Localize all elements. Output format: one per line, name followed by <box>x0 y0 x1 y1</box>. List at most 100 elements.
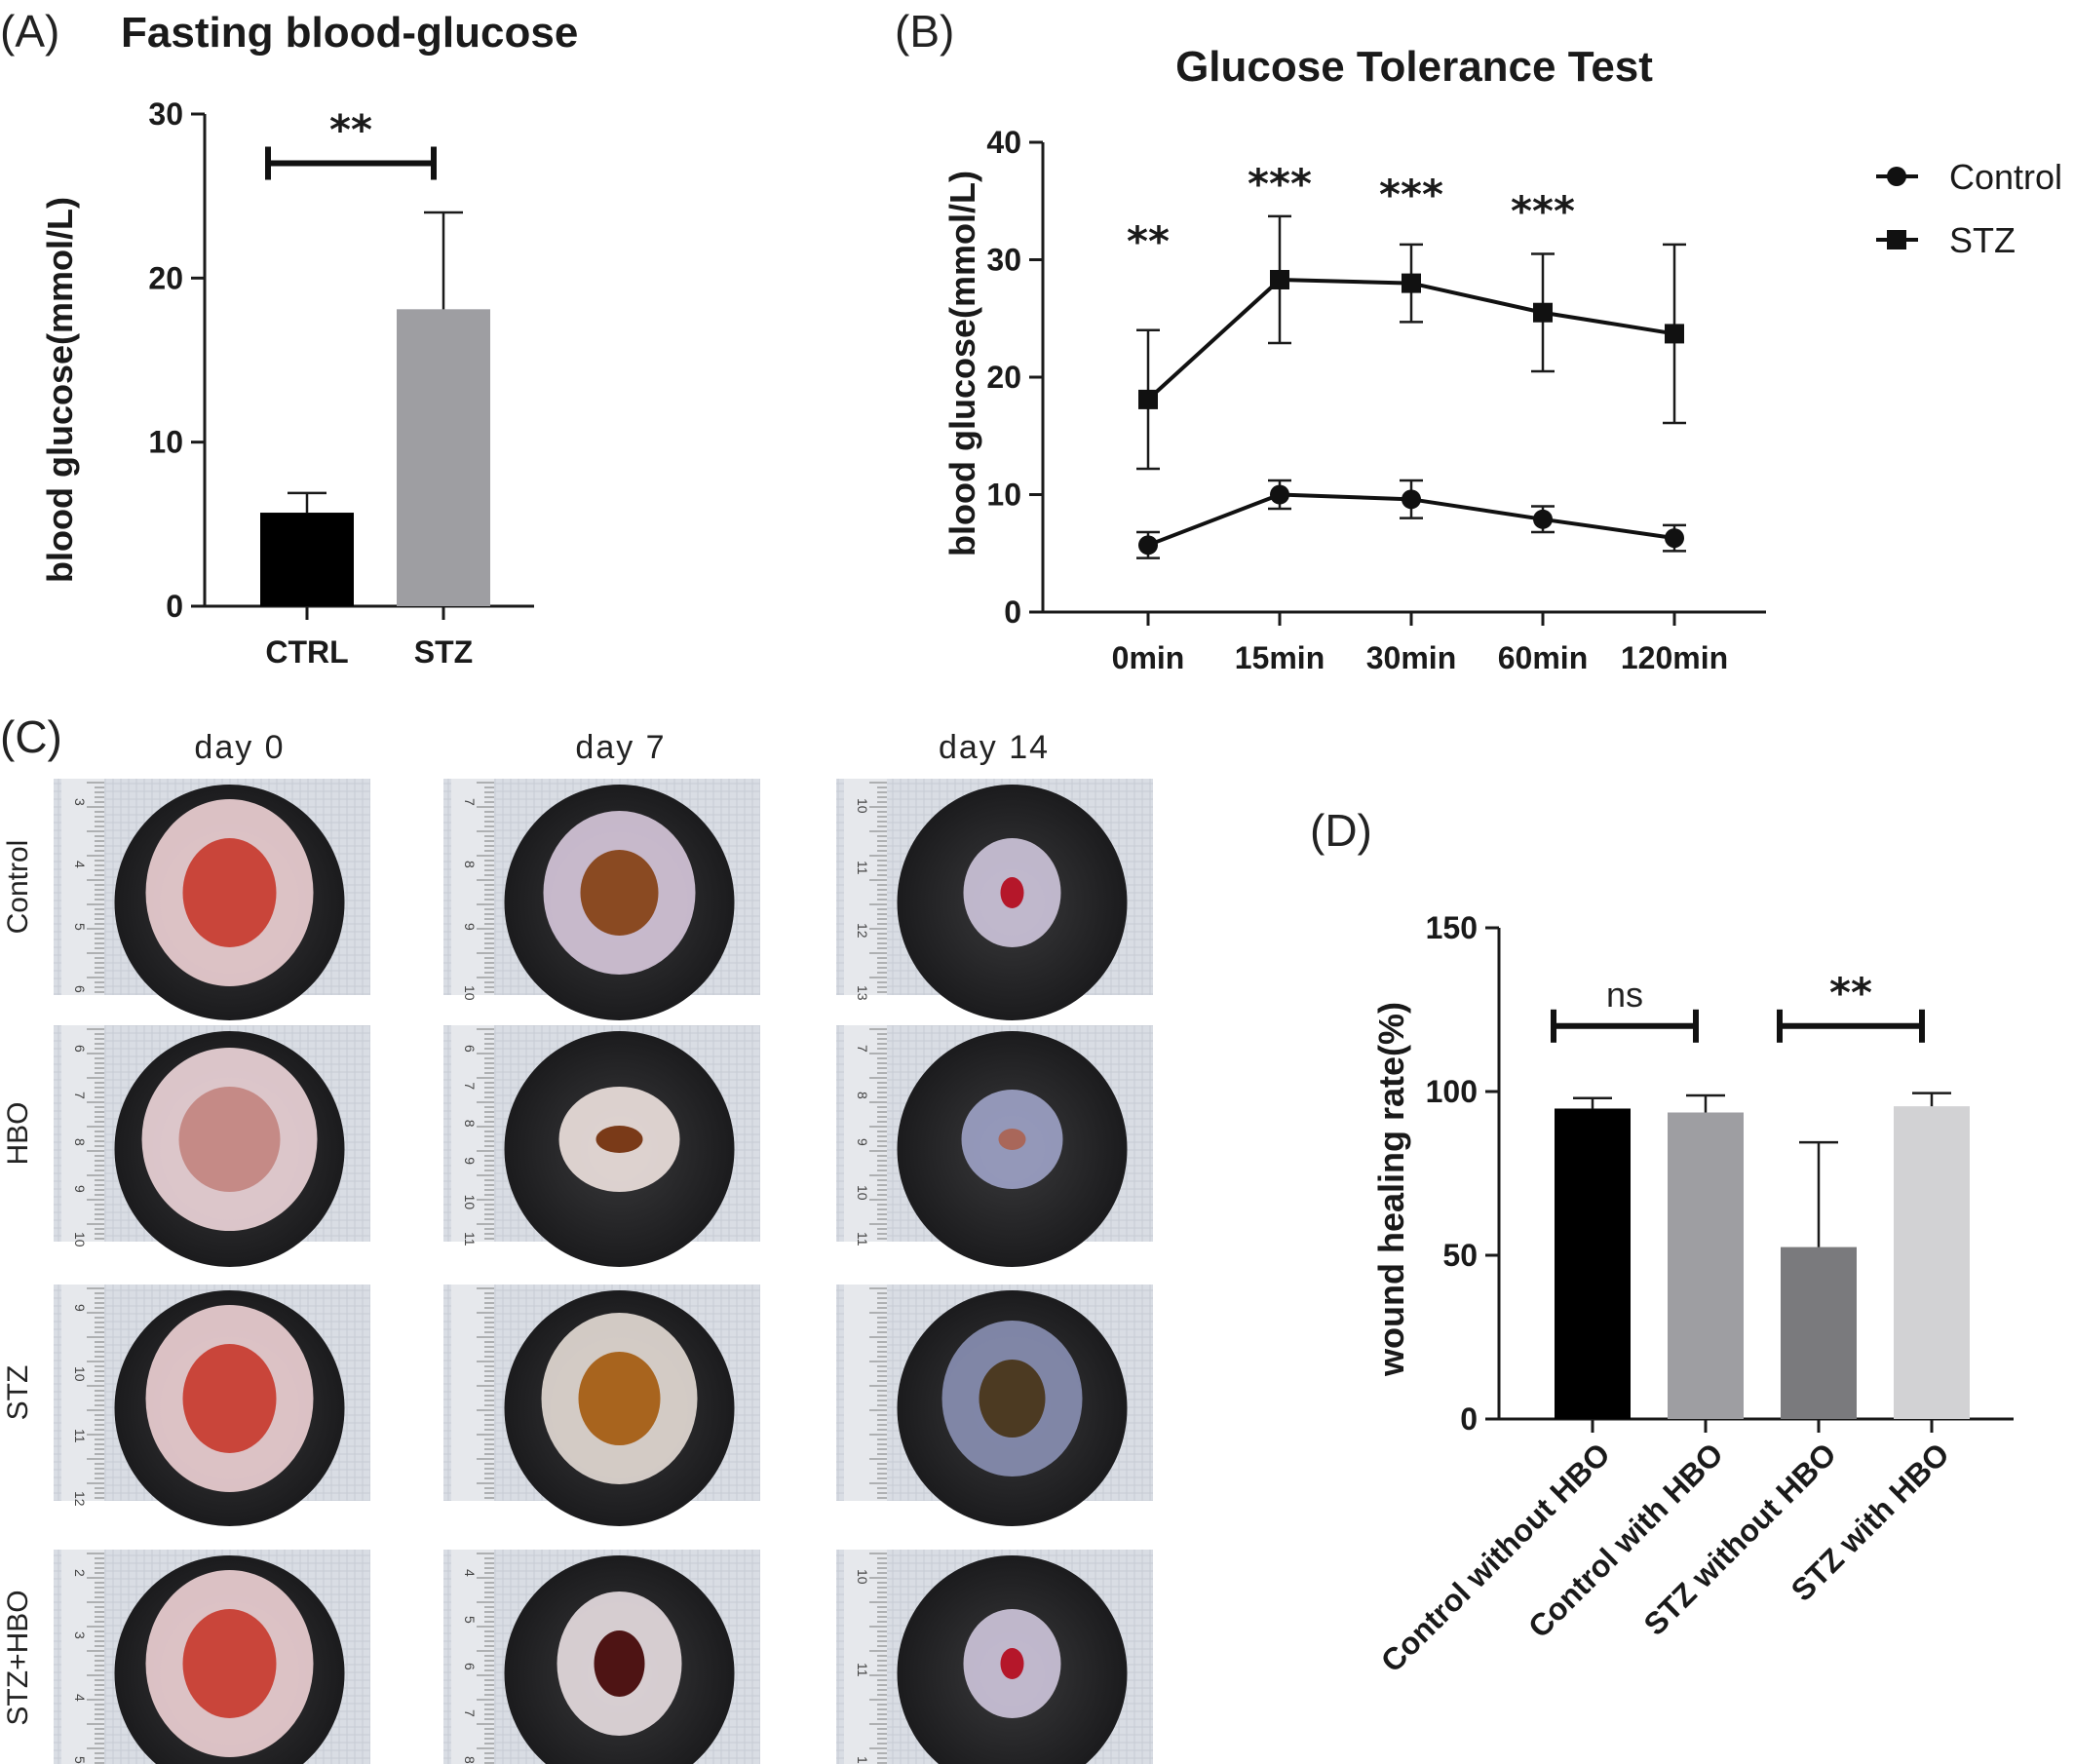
wound <box>182 838 277 947</box>
ruler-number: 8 <box>72 1138 88 1146</box>
wound <box>1000 1648 1024 1679</box>
ruler <box>61 779 104 995</box>
ruler-number: 10 <box>855 1569 870 1585</box>
y-tick-label: 10 <box>148 425 183 460</box>
x-tick-label: STZ without HBO <box>1636 1436 1842 1641</box>
ruler-number: 13 <box>855 985 870 1001</box>
ruler-number: 6 <box>72 985 88 993</box>
wound-photo: 6 7 8 9 10 11 <box>443 1025 760 1267</box>
legend-marker <box>1887 167 1906 186</box>
x-tick-label: Control without HBO <box>1374 1436 1617 1678</box>
y-tick-label: 10 <box>986 478 1021 513</box>
ruler-number: 11 <box>855 1663 870 1677</box>
ruler-number: 3 <box>72 798 88 806</box>
ruler-number: 10 <box>855 1185 870 1201</box>
ruler <box>61 1285 104 1501</box>
ruler-number: 11 <box>72 1429 88 1443</box>
ruler-number: 7 <box>72 1092 88 1099</box>
wound <box>595 1126 643 1153</box>
wound <box>998 1129 1026 1150</box>
panel-label-c: (C) <box>0 711 62 762</box>
y-tick-label: 20 <box>148 260 183 295</box>
legend-label: STZ <box>1949 220 2016 260</box>
ruler <box>844 1285 887 1501</box>
data-point <box>1270 484 1289 505</box>
chart-b-y-axis-label: blood glucose(mmol/L) <box>942 171 982 556</box>
ruler <box>844 1550 887 1764</box>
significance-label: ** <box>1829 969 1872 1016</box>
ruler <box>844 779 887 995</box>
ruler-number: 10 <box>72 1232 88 1247</box>
y-tick-label: 20 <box>986 360 1021 395</box>
ruler-number: 7 <box>855 1045 870 1053</box>
wound <box>182 1609 277 1718</box>
ruler-number: 5 <box>72 923 88 931</box>
row-label: STZ+HBO <box>2 1590 34 1725</box>
y-tick-label: 100 <box>1426 1074 1478 1109</box>
panel-label-a: (A) <box>0 6 59 57</box>
legend-marker <box>1887 230 1906 249</box>
ruler-number: 4 <box>462 1569 478 1577</box>
y-tick-label: 0 <box>166 589 183 624</box>
data-point <box>1138 389 1158 409</box>
ruler-number: 5 <box>72 1756 88 1764</box>
bar <box>260 513 354 606</box>
data-point <box>1665 324 1684 344</box>
ruler-number: 10 <box>462 985 478 1001</box>
ruler-number: 10 <box>462 1195 478 1210</box>
x-tick-label: 15min <box>1235 640 1325 675</box>
significance-label: *** <box>1511 187 1575 235</box>
ruler <box>61 1550 104 1764</box>
panel-b: (B) Glucose Tolerance Test blood glucose… <box>895 6 2062 675</box>
bar <box>1555 1108 1631 1419</box>
x-tick-label: STZ <box>414 634 473 670</box>
wound <box>979 1360 1046 1438</box>
ruler-number: 11 <box>855 1232 870 1246</box>
row-label: HBO <box>2 1101 34 1165</box>
wound-photo: 3 4 5 6 <box>54 779 370 1020</box>
y-tick-label: 50 <box>1442 1238 1478 1273</box>
bar <box>1668 1112 1744 1419</box>
wound-photo: 10 11 12 <box>836 1550 1153 1764</box>
data-point <box>1138 535 1158 556</box>
column-label: day 14 <box>939 729 1050 766</box>
ruler-number: 12 <box>855 1756 870 1764</box>
chart-d-y-axis-label: wound healing rate(%) <box>1371 1002 1411 1377</box>
ruler-number: 9 <box>462 923 478 931</box>
significance-label: ** <box>329 106 372 154</box>
ruler-number: 6 <box>462 1663 478 1670</box>
ruler-number: 8 <box>462 1120 478 1128</box>
wound-photo: 7 8 9 10 <box>443 779 760 1020</box>
ruler-number: 12 <box>855 923 870 939</box>
ruler-number: 2 <box>72 1569 88 1577</box>
ruler <box>451 779 494 995</box>
bar <box>1781 1246 1857 1419</box>
ruler <box>451 1285 494 1501</box>
y-tick-label: 0 <box>1460 1401 1478 1437</box>
column-label: day 7 <box>575 729 666 766</box>
ruler <box>451 1550 494 1764</box>
ruler-number: 9 <box>855 1138 870 1146</box>
ruler-number: 6 <box>72 1045 88 1053</box>
wound <box>594 1630 645 1697</box>
ruler-number: 7 <box>462 1082 478 1090</box>
ruler-number: 7 <box>462 798 478 806</box>
significance-label: *** <box>1379 171 1443 218</box>
ruler-number: 9 <box>462 1157 478 1165</box>
wound-photo: 9 10 11 12 <box>54 1285 370 1526</box>
x-tick-label: 60min <box>1498 640 1588 675</box>
panel-a: (A) Fasting blood-glucose blood glucose(… <box>0 6 578 670</box>
significance-label: ns <box>1606 975 1643 1015</box>
ruler <box>61 1025 104 1242</box>
ruler-number: 4 <box>72 1694 88 1702</box>
wound-photo: 10 11 12 13 <box>836 779 1153 1020</box>
data-point <box>1533 302 1553 323</box>
ruler-number: 10 <box>855 798 870 814</box>
chart-a-plot: 0 10 20 30 CTRL STZ ** <box>148 96 534 670</box>
panel-label-d: (D) <box>1310 805 1372 856</box>
ruler-number: 11 <box>462 1232 478 1246</box>
y-tick-label: 150 <box>1426 910 1478 945</box>
panel-c: (C) day 0 day 7 day 14 Control HBO STZ STZ+HBO… <box>0 711 1153 1764</box>
